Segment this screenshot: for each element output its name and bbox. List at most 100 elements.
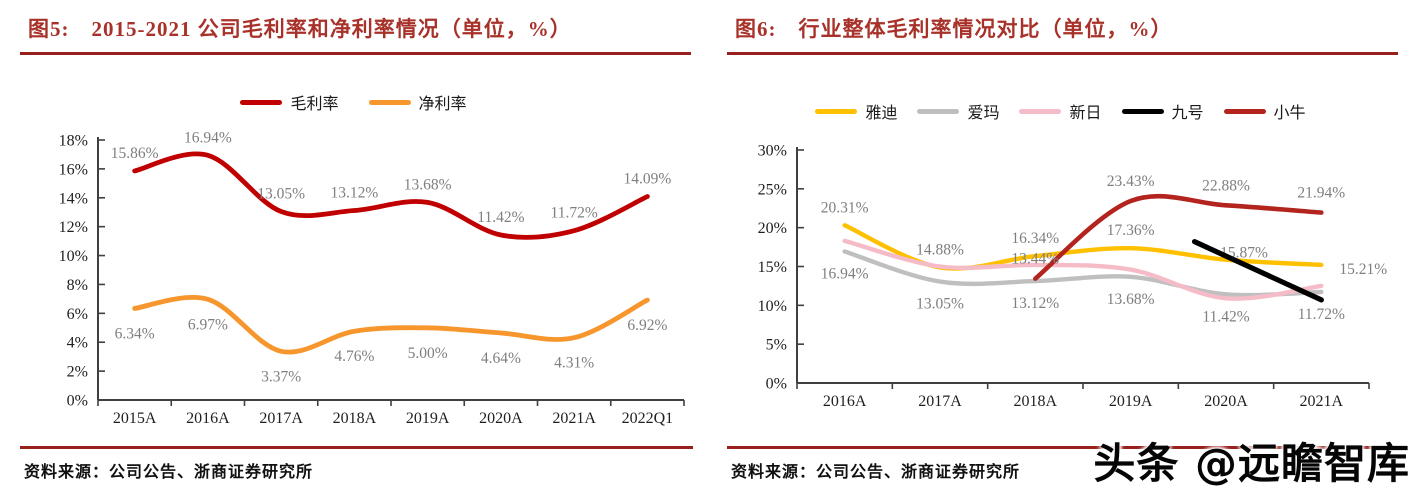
y-axis-tick-label: 12% [59,219,88,236]
legend-item-0-1: 净利率 [368,90,467,114]
data-point-label: 4.31% [554,355,594,372]
legend-line-swatch [1019,108,1062,114]
y-axis-tick-label: 4% [67,335,88,352]
data-point-label: 6.34% [115,325,155,342]
data-point-label: 6.92% [627,317,667,334]
legend-label: 毛利率 [290,96,339,113]
data-point-label: 11.42% [477,209,524,226]
data-point-label: 4.64% [481,350,521,367]
data-point-label: 15.86% [111,145,159,162]
y-axis-tick-label: 2% [67,364,88,381]
legend-line-swatch [1223,108,1266,114]
series-4-line-group: 13.44% 23.43% 22.88% 21.94% [1011,173,1345,281]
x-axis-category-label: 2018A [1014,393,1058,410]
figure5-title-rule [20,52,691,55]
legend-item-1-3: 九号 [1121,99,1204,123]
toutiao-yuanzhan-watermark: 头条 @远瞻智库 [1093,439,1410,488]
legend-label: 九号 [1171,105,1204,122]
x-axis-category-label: 2018A [333,410,377,427]
legend-label: 小牛 [1273,105,1306,122]
y-axis-tick-label: 30% [758,143,787,160]
legend-label: 净利率 [418,96,467,113]
line-series-3 [1191,239,1324,303]
legend-line-swatch [240,99,283,105]
y-axis-tick-label: 20% [758,220,787,237]
x-axis-category-label: 2021A [552,410,596,427]
figure5-label: 图5: [28,17,70,41]
data-point-label: 13.44% [1011,251,1059,268]
data-point-label: 20.31% [821,199,869,216]
data-point-label: 3.37% [261,368,301,385]
y-axis-tick-label: 0% [67,393,88,410]
y-axis-tick-label: 10% [758,298,787,315]
figure6-label: 图6: [735,17,777,41]
data-point-label: 11.72% [551,205,598,222]
data-point-label: 14.88% [916,241,964,258]
legend-item-1-1: 爱玛 [917,99,999,123]
data-point-label: 22.88% [1202,177,1250,194]
legend-label: 雅迪 [865,105,898,122]
figure5-heading: 图5: 2015-2021 公司毛利率和净利率情况（单位，%） [28,13,572,43]
legend-line-swatch [368,99,411,105]
figure5-legend: 毛利率 净利率 [0,90,707,114]
figure6-line-chart: 0% 5% 10% 15% 20% 25% 30% 2016A 2017A 2018A 2019A 2… [758,143,1388,411]
y-axis-tick-label: 15% [758,259,787,276]
figure6-panel: 图6: 行业整体毛利率情况对比（单位，%） 雅迪 爱玛 新日 九号 小牛 0% 5% 10% 1… [707,0,1414,501]
series-0-line-group: 15.86% 16.94% 13.05% 13.12% 13.68% 11.42% 11.7… [111,129,671,240]
data-point-label: 11.72% [1298,306,1345,323]
line-series-1 [842,249,1324,298]
chart-axes: 0% 5% 10% 15% 20% 25% 30% 2016A 2017A 2018A 2019A 2… [758,143,1370,410]
y-axis-tick-label: 5% [766,337,787,354]
x-axis-category-label: 2017A [918,393,962,410]
legend-line-swatch [815,108,858,114]
y-axis-tick-label: 8% [67,277,88,294]
data-point-label: 17.36% [1107,222,1155,239]
data-point-label: 23.43% [1107,173,1155,190]
x-axis-category-label: 2022Q1 [622,410,674,427]
data-point-label: 6.97% [188,316,228,333]
x-axis-category-label: 2020A [1204,393,1248,410]
series-1-line-group: 6.34% 6.97% 3.37% 4.76% 5.00% 4.64% 4.31% 6.92% [115,295,667,385]
data-point-label: 11.42% [1202,308,1249,325]
data-point-label: 14.09% [623,170,671,187]
legend-label: 爱玛 [967,105,1000,122]
data-point-label: 4.76% [334,348,374,365]
chart-axes: 0% 2% 4% 6% 8% 10% 12% 14% 16% 18% 2015A 2016A 2017A… [59,133,685,427]
y-axis-tick-label: 0% [766,376,787,393]
figure6-title-rule [727,52,1398,55]
data-point-label: 21.94% [1297,185,1345,202]
data-point-label: 16.94% [821,265,869,282]
figure6-heading: 图6: 行业整体毛利率情况对比（单位，%） [735,13,1173,43]
figure6-title-text: 行业整体毛利率情况对比（单位，%） [798,17,1173,41]
y-axis-tick-label: 14% [59,190,88,207]
legend-label: 新日 [1069,105,1102,122]
series-1-line-group: 16.94% 13.05% 13.12% 13.68% 11.42% 11.72% [821,249,1345,325]
y-axis-tick-label: 25% [758,181,787,198]
data-point-label: 13.68% [1107,291,1155,308]
x-axis-category-label: 2016A [823,393,867,410]
figure5-source: 资料来源：公司公告、浙商证券研究所 [24,464,314,481]
figure6-bottom-rule [727,446,1400,449]
line-series-2 [842,238,1324,301]
data-point-label: 13.05% [916,296,964,313]
data-point-label: 13.12% [1011,295,1059,312]
line-series-4 [1033,193,1324,281]
figure6-source: 资料来源：公司公告、浙商证券研究所 [731,464,1021,481]
y-axis-tick-label: 10% [59,248,88,265]
figure5-title-text: 2015-2021 公司毛利率和净利率情况（单位，%） [91,17,572,41]
x-axis-category-label: 2021A [1300,393,1344,410]
data-point-label: 15.21% [1339,261,1387,278]
data-point-label: 5.00% [408,345,448,362]
figure6-legend: 雅迪 爱玛 新日 九号 小牛 [707,99,1414,123]
data-point-label: 16.94% [184,129,232,146]
legend-item-1-0: 雅迪 [815,99,897,123]
x-axis-category-label: 2019A [406,410,450,427]
x-axis-category-label: 2017A [259,410,303,427]
figure5-bottom-rule [20,446,693,449]
legend-item-0-0: 毛利率 [240,90,339,114]
x-axis-category-label: 2016A [186,410,230,427]
series-3-line-group [1191,239,1324,303]
data-point-label: 16.34% [1011,230,1059,247]
y-axis-tick-label: 18% [59,133,88,150]
